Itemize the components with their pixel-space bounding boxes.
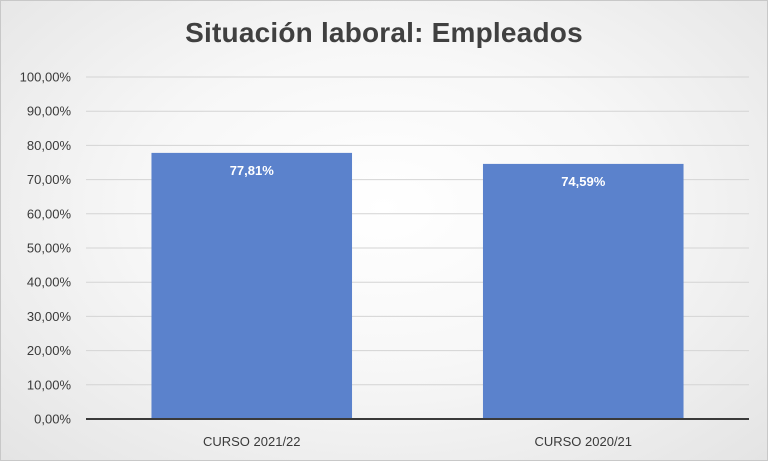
y-tick-label: 90,00% <box>27 104 72 119</box>
y-tick-label: 40,00% <box>27 275 72 290</box>
y-tick-label: 70,00% <box>27 172 72 187</box>
y-tick-label: 60,00% <box>27 206 72 221</box>
y-tick-label: 0,00% <box>34 412 71 427</box>
bar <box>482 163 684 419</box>
data-label: 77,81% <box>230 163 275 178</box>
x-axis-categories: CURSO 2021/22 CURSO 2020/21 <box>203 434 632 449</box>
data-label: 74,59% <box>561 174 606 189</box>
bar <box>151 152 353 419</box>
y-tick-label: 80,00% <box>27 138 72 153</box>
data-labels: 77,81% 74,59% <box>230 163 606 189</box>
chart-title: Situación laboral: Empleados <box>185 17 583 48</box>
y-axis-ticks: 0,00% 10,00% 20,00% 30,00% 40,00% 50,00% 60,00… <box>20 70 72 427</box>
x-category-label: CURSO 2020/21 <box>534 434 632 449</box>
y-tick-label: 10,00% <box>27 377 72 392</box>
y-tick-label: 20,00% <box>27 343 72 358</box>
y-tick-label: 50,00% <box>27 241 72 256</box>
bars <box>151 152 684 419</box>
y-tick-label: 100,00% <box>20 70 72 85</box>
y-tick-label: 30,00% <box>27 309 72 324</box>
x-category-label: CURSO 2021/22 <box>203 434 301 449</box>
